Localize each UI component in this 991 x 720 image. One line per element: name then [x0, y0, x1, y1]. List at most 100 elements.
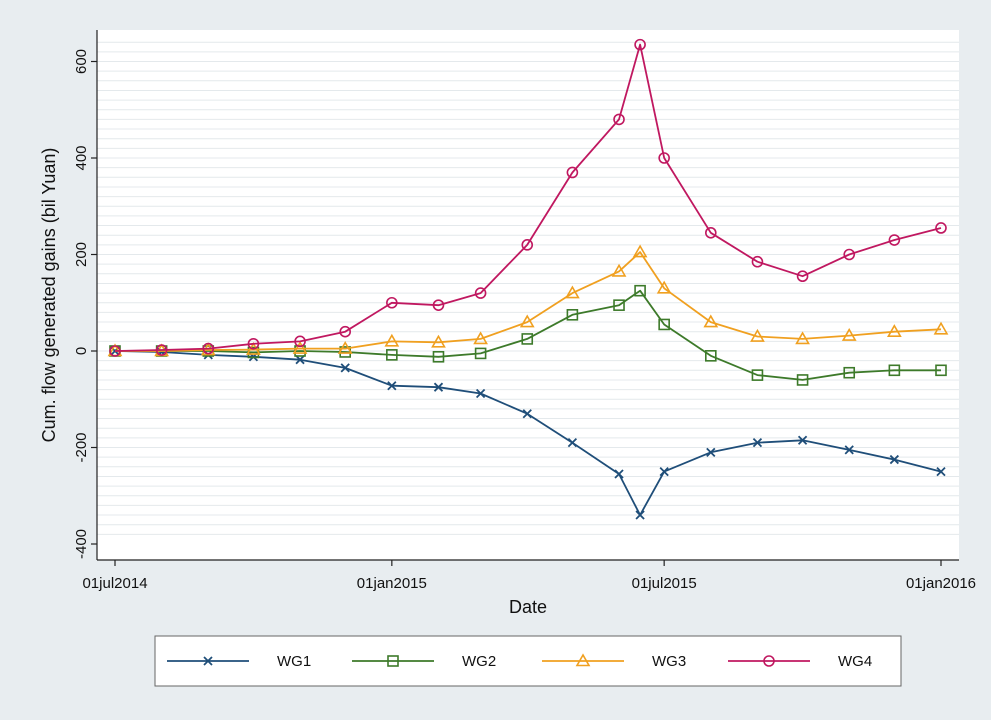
- legend-item-wg1: WG1: [167, 653, 311, 670]
- data-point-wg1: [889, 454, 899, 465]
- data-point-wg4: [339, 325, 351, 338]
- series-line-wg1: [114, 350, 942, 516]
- data-point-wg4: [386, 296, 398, 309]
- data-point-wg3: [703, 314, 719, 328]
- data-point-wg2: [474, 347, 487, 360]
- data-point-wg1: [706, 447, 716, 457]
- data-point-wg4: [658, 152, 670, 164]
- data-point-wg1: [295, 355, 305, 365]
- x-marker-stroke: [844, 445, 854, 455]
- data-point-wg1: [797, 435, 808, 445]
- data-point-wg2: [935, 364, 947, 377]
- data-point-wg1: [567, 438, 578, 448]
- x-marker-stroke: [387, 381, 397, 391]
- legend-item-wg4: WG4: [728, 653, 872, 670]
- y-tick-label: 600: [73, 49, 90, 74]
- x-marker-stroke: [889, 454, 899, 465]
- x-axis: 01jul2014 01jan2015 01jul2015 01jan2016: [82, 559, 976, 592]
- legend-marker: [763, 655, 775, 667]
- data-point-wg4: [843, 248, 856, 261]
- plot-area: [97, 30, 959, 560]
- data-point-wg2: [658, 318, 670, 331]
- legend: WG1 WG2 WG3 WG4: [154, 635, 902, 687]
- data-point-wg3: [565, 285, 580, 299]
- data-point-wg1: [433, 382, 444, 392]
- legend-marker: [575, 653, 591, 667]
- gridlines: [97, 41, 959, 535]
- data-point-wg4: [109, 345, 121, 357]
- legend-item-wg2: WG2: [352, 653, 496, 670]
- data-point-wg4: [432, 299, 445, 311]
- x-marker-stroke: [433, 382, 444, 392]
- data-point-wg2: [751, 369, 764, 381]
- data-point-wg3: [886, 324, 902, 338]
- series-wg4: [109, 38, 947, 357]
- series-layer: [107, 38, 949, 520]
- x-tick-label: 01jan2015: [357, 575, 427, 592]
- x-marker-stroke: [522, 409, 532, 419]
- y-tick-label: 0: [73, 347, 90, 355]
- data-point-wg1: [387, 381, 397, 391]
- series-line-wg3: [115, 251, 942, 352]
- data-point-wg3: [431, 334, 446, 348]
- y-tick-label: -200: [73, 432, 90, 462]
- x-marker-stroke: [635, 510, 645, 520]
- x-tick-label: 01jul2015: [632, 575, 697, 592]
- data-point-wg4: [521, 239, 534, 251]
- data-point-wg3: [933, 321, 949, 335]
- data-point-wg3: [750, 328, 765, 342]
- legend-marker: [203, 656, 213, 666]
- x-marker-stroke: [614, 469, 624, 479]
- data-point-wg1: [522, 409, 532, 419]
- data-point-wg4: [474, 287, 487, 299]
- data-point-wg4: [634, 38, 646, 51]
- data-point-wg2: [432, 350, 445, 363]
- x-marker-stroke: [659, 466, 669, 477]
- data-point-wg1: [475, 388, 486, 399]
- x-marker-stroke: [203, 656, 213, 666]
- x-marker-stroke: [340, 363, 350, 373]
- legend-label: WG2: [462, 653, 496, 670]
- data-point-wg1: [340, 363, 350, 373]
- x-tick-label: 01jul2014: [82, 575, 147, 592]
- data-point-wg2: [843, 366, 856, 379]
- data-point-wg3: [246, 341, 261, 355]
- data-point-wg3: [473, 331, 488, 345]
- data-point-wg4: [613, 113, 625, 126]
- series-line-wg4: [114, 43, 942, 352]
- data-point-wg4: [294, 335, 306, 348]
- legend-marker: [387, 655, 399, 667]
- x-marker-stroke: [936, 466, 946, 477]
- data-point-wg4: [202, 342, 215, 355]
- data-point-wg4: [935, 222, 947, 234]
- x-marker-stroke: [706, 447, 716, 457]
- data-point-wg3: [795, 331, 810, 345]
- data-point-wg2: [566, 309, 579, 321]
- x-marker-stroke: [752, 438, 763, 448]
- y-tick-label: 400: [73, 145, 90, 170]
- x-axis-title: Date: [509, 597, 547, 617]
- data-point-wg3: [841, 327, 857, 341]
- x-marker-stroke: [567, 438, 578, 448]
- data-point-wg3: [384, 333, 400, 347]
- data-point-wg2: [386, 349, 398, 361]
- data-point-wg1: [614, 469, 624, 479]
- data-point-wg1: [844, 445, 854, 455]
- x-marker-stroke: [295, 355, 305, 365]
- data-point-wg3: [292, 340, 308, 354]
- data-point-wg3: [337, 340, 353, 354]
- x-marker-stroke: [475, 388, 486, 399]
- data-point-wg1: [936, 466, 946, 477]
- legend-label: WG4: [838, 653, 872, 670]
- data-point-wg2: [705, 350, 717, 362]
- series-wg2: [109, 284, 947, 386]
- x-marker-stroke: [797, 435, 808, 445]
- data-point-wg1: [635, 510, 645, 520]
- data-point-wg1: [752, 438, 763, 448]
- data-point-wg4: [888, 234, 901, 246]
- legend-item-wg3: WG3: [542, 653, 686, 670]
- data-point-wg4: [751, 255, 764, 268]
- series-line-wg2: [115, 289, 941, 381]
